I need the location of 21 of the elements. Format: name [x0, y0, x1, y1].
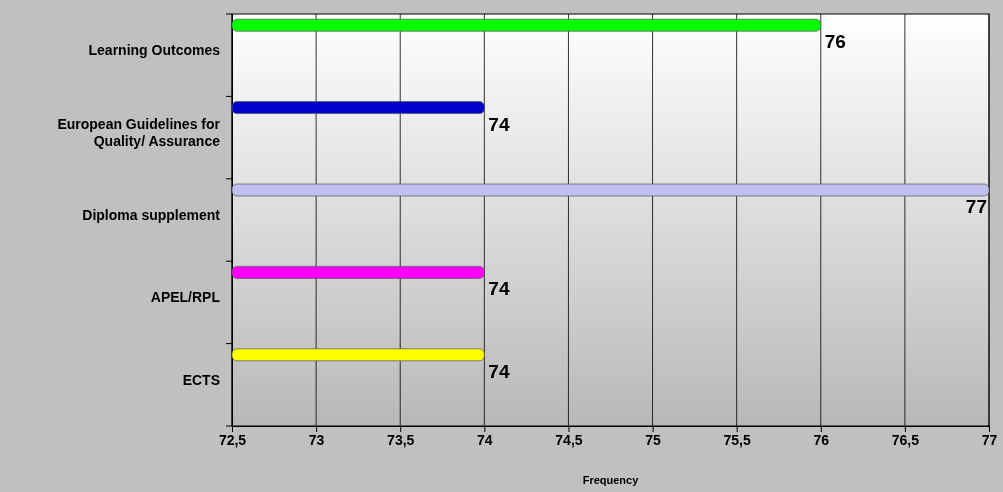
- x-tick-label: 74,5: [555, 431, 583, 448]
- data-label: 76: [824, 31, 846, 53]
- x-axis-title: Frequency: [582, 474, 640, 486]
- x-tick-label: 76,5: [891, 431, 920, 448]
- y-tick-label: ECTS: [182, 371, 220, 388]
- x-tick-label: 72,5: [218, 431, 247, 448]
- data-label: 74: [488, 278, 510, 300]
- data-label: 74: [488, 113, 510, 135]
- x-tick-label: 74: [477, 431, 493, 448]
- x-tick-label: 76: [813, 431, 830, 448]
- y-tick-label: European Guidelines for Quality/ Assurance: [57, 116, 221, 149]
- x-tick-label: 77: [981, 431, 998, 448]
- y-tick-label: APEL/RPL: [150, 289, 221, 306]
- y-tick-label: Learning Outcomes: [88, 42, 221, 59]
- x-tick-label: 73,5: [387, 431, 415, 448]
- data-label: 77: [965, 196, 987, 217]
- x-tick-label: 75,5: [723, 431, 751, 448]
- data-label: 74: [488, 360, 510, 382]
- y-tick-label: Diploma supplement: [82, 207, 221, 223]
- x-tick-label: 73: [308, 431, 325, 448]
- x-tick-label: 75: [645, 431, 662, 448]
